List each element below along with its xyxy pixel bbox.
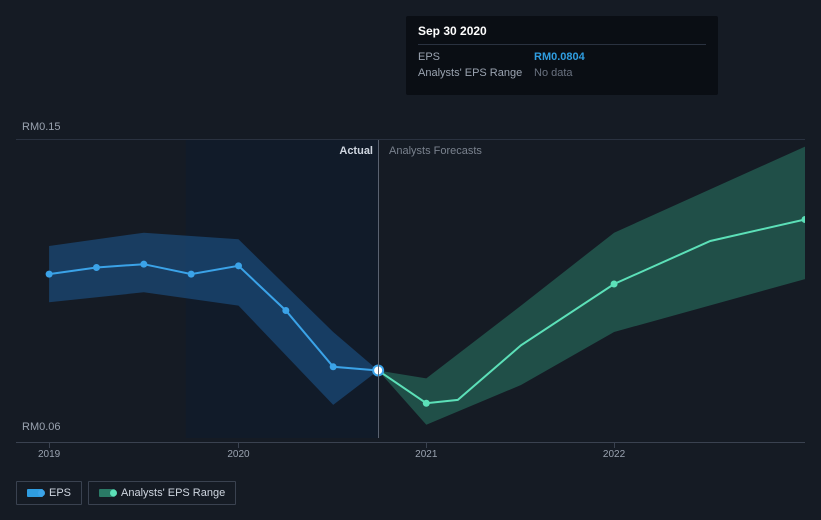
tooltip-row-range: Analysts' EPS Range No data (418, 65, 706, 81)
x-tick (426, 442, 427, 448)
actual-forecast-divider (378, 140, 379, 438)
x-label-2021: 2021 (415, 449, 437, 460)
legend-swatch-eps (27, 489, 43, 497)
tooltip-row-eps: EPS RM0.0804 (418, 49, 706, 65)
legend-swatch-range (99, 489, 115, 497)
legend-item-range[interactable]: Analysts' EPS Range (88, 481, 236, 505)
y-tick-label-top: RM0.15 (22, 121, 61, 133)
legend: EPS Analysts' EPS Range (16, 481, 236, 505)
x-label-2020: 2020 (227, 449, 249, 460)
tooltip-eps-value: RM0.0804 (534, 51, 585, 63)
legend-item-eps[interactable]: EPS (16, 481, 82, 505)
region-label-forecast: Analysts Forecasts (389, 145, 482, 157)
x-tick (238, 442, 239, 448)
tooltip-date: Sep 30 2020 (418, 24, 706, 45)
tooltip-eps-label: EPS (418, 51, 534, 63)
legend-label-range: Analysts' EPS Range (121, 487, 225, 499)
tooltip-range-label: Analysts' EPS Range (418, 67, 534, 79)
chart-tooltip: Sep 30 2020 EPS RM0.0804 Analysts' EPS R… (406, 16, 718, 95)
x-tick (614, 442, 615, 448)
x-axis (16, 442, 805, 443)
x-label-2019: 2019 (38, 449, 60, 460)
region-label-actual: Actual (339, 145, 373, 157)
x-label-2022: 2022 (603, 449, 625, 460)
legend-label-eps: EPS (49, 487, 71, 499)
x-tick (49, 442, 50, 448)
eps-chart (16, 140, 805, 438)
tooltip-range-value: No data (534, 67, 573, 79)
